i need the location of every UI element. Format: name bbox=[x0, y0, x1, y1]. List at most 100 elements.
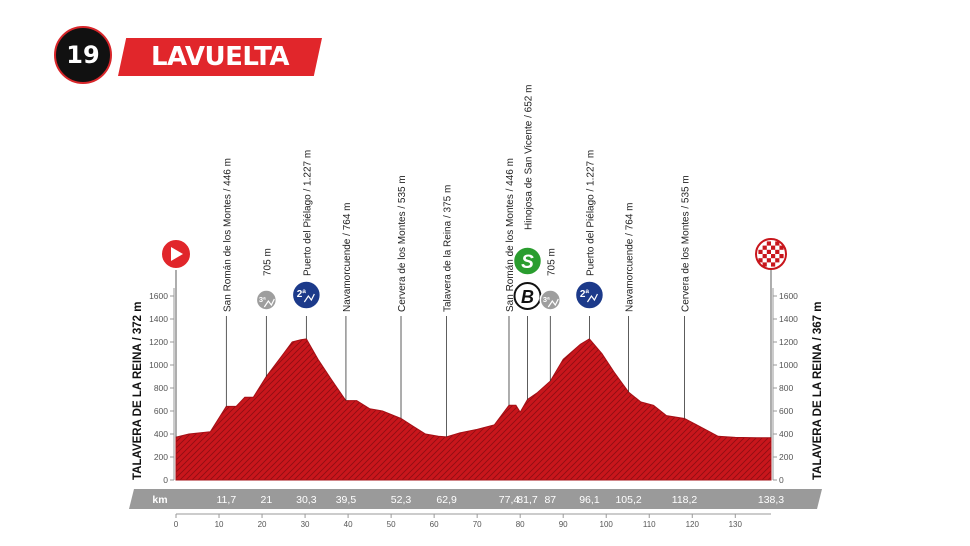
y-tick-label-left: 0 bbox=[163, 475, 168, 485]
y-tick-label-left: 200 bbox=[154, 452, 168, 462]
mountain-icon bbox=[303, 293, 315, 303]
x-tick-label: 50 bbox=[387, 520, 396, 529]
climb-category-label: 3ª bbox=[543, 295, 550, 304]
checkered-flag-icon bbox=[766, 249, 771, 254]
x-tick-label: 30 bbox=[301, 520, 310, 529]
y-tick-label-left: 400 bbox=[154, 429, 168, 439]
y-tick-label-right: 400 bbox=[779, 429, 793, 439]
waypoint-label: Puerto del Piélago / 1.227 m bbox=[585, 150, 596, 276]
checkered-flag-icon bbox=[766, 258, 771, 263]
km-bar-background bbox=[129, 489, 822, 509]
x-tick-label: 10 bbox=[215, 520, 224, 529]
x-tick-label: 70 bbox=[473, 520, 482, 529]
x-axis: 0 10 20 30 40 50 60 70 80 90 100 110 120 130 bbox=[174, 513, 771, 529]
checkered-flag-icon bbox=[775, 249, 780, 254]
elevation-profile-area bbox=[175, 338, 772, 481]
waypoint-label: San Román de los Montes / 446 m bbox=[222, 158, 233, 312]
checkered-flag-icon bbox=[771, 262, 776, 267]
km-marker-label: 118,2 bbox=[672, 494, 698, 506]
x-tick-label: 90 bbox=[559, 520, 568, 529]
checkered-flag-icon bbox=[771, 254, 776, 259]
x-tick-label: 20 bbox=[258, 520, 267, 529]
km-marker-label: 11,7 bbox=[217, 494, 237, 506]
km-marker-label: 52,3 bbox=[391, 494, 412, 506]
waypoint-label: Hinojosa de San Vicente / 652 m bbox=[523, 85, 534, 230]
waypoint-label: Navamorcuende / 764 m bbox=[625, 202, 636, 312]
km-marker-label: 39,5 bbox=[336, 494, 357, 506]
play-icon bbox=[171, 247, 183, 261]
checkered-flag-icon bbox=[758, 258, 763, 263]
mountain-icon bbox=[263, 298, 275, 308]
y-tick-label-left: 1600 bbox=[149, 291, 168, 301]
y-tick-label-right: 1400 bbox=[779, 314, 798, 324]
y-tick-label-right: 1200 bbox=[779, 337, 798, 347]
km-marker-label: 105,2 bbox=[615, 494, 641, 506]
sprint-badge bbox=[512, 246, 543, 276]
waypoint-label: San Román de los Montes / 446 m bbox=[505, 158, 516, 312]
y-tick-label-right: 1600 bbox=[779, 291, 798, 301]
checkered-flag-icon bbox=[775, 241, 780, 246]
climb-category-label: 2ª bbox=[297, 289, 307, 300]
x-tick-label: 0 bbox=[174, 520, 179, 529]
x-tick-label: 60 bbox=[430, 520, 439, 529]
y-tick-label-right: 0 bbox=[779, 475, 784, 485]
waypoints: San Román de los Montes / 446 m 705 m Puer… bbox=[222, 85, 692, 437]
km-bar-unit: km bbox=[152, 494, 167, 506]
waypoint-label: 705 m bbox=[262, 248, 273, 276]
waypoint-label: Talavera de la Reina / 375 m bbox=[443, 185, 454, 312]
y-tick-label-left: 1200 bbox=[149, 337, 168, 347]
bonus-label: B bbox=[521, 287, 534, 307]
sprint-label: S bbox=[521, 252, 534, 273]
y-tick-label-left: 1000 bbox=[149, 360, 168, 370]
x-tick-label: 130 bbox=[729, 520, 743, 529]
badges: 3ª 2ª SB 3ª 2ª bbox=[160, 238, 787, 438]
start-town-label: TALAVERA DE LA REINA / 372 m bbox=[132, 302, 144, 481]
y-tick-label-left: 800 bbox=[154, 383, 168, 393]
checkered-flag-icon bbox=[762, 262, 767, 267]
x-tick-label: 80 bbox=[516, 520, 525, 529]
x-tick-label: 110 bbox=[643, 520, 656, 529]
checkered-flag-icon bbox=[779, 254, 784, 259]
y-tick-label-left: 600 bbox=[154, 406, 168, 416]
waypoint-label: Cervera de los Montes / 535 m bbox=[681, 175, 692, 312]
km-marker-label: 21 bbox=[261, 494, 273, 506]
x-tick-label: 120 bbox=[686, 520, 700, 529]
waypoint-label: Cervera de los Montes / 535 m bbox=[397, 175, 408, 312]
climb-category-badge bbox=[574, 280, 605, 310]
climb-category-badge bbox=[291, 280, 322, 310]
y-tick-label-right: 800 bbox=[779, 383, 793, 393]
y-tick-label-left: 1400 bbox=[149, 314, 168, 324]
stage-number-badge: 19 bbox=[54, 26, 112, 84]
mountain-icon bbox=[586, 293, 598, 303]
km-marker-label: 138,3 bbox=[758, 494, 784, 506]
y-tick-label-right: 1000 bbox=[779, 360, 798, 370]
km-marker-label: 77,4 bbox=[499, 494, 520, 506]
km-marker-label: 96,1 bbox=[579, 494, 600, 506]
checkered-flag-icon bbox=[775, 258, 780, 263]
waypoint-label: Navamorcuende / 764 m bbox=[342, 202, 353, 312]
km-bar: km 11,7 21 30,3 39,5 52,3 62,9 77,481,7 87 96,1 10… bbox=[129, 489, 822, 509]
y-tick-label-right: 200 bbox=[779, 452, 793, 462]
climb-category-label: 2ª bbox=[580, 289, 590, 300]
checkered-flag-icon bbox=[766, 241, 771, 246]
finish-town-label: TALAVERA DE LA REINA / 367 m bbox=[812, 302, 824, 481]
elevation-axes: 0 0 200 200 400 400 600 600 800 800 1000 1000 1200 12… bbox=[149, 288, 798, 485]
la-vuelta-logo: LAVUELTA bbox=[118, 38, 322, 76]
x-tick-label: 100 bbox=[600, 520, 614, 529]
km-marker-label: 87 bbox=[544, 494, 556, 506]
climb-category-label: 3ª bbox=[259, 295, 266, 304]
waypoint-label: 705 m bbox=[546, 248, 557, 276]
checkered-flag-icon bbox=[758, 249, 763, 254]
checkered-flag-icon bbox=[771, 245, 776, 250]
y-tick-label-right: 600 bbox=[779, 406, 793, 416]
waypoint-label: Puerto del Piélago / 1.227 m bbox=[302, 150, 313, 276]
checkered-flag-icon bbox=[779, 245, 784, 250]
km-marker-label: 62,9 bbox=[436, 494, 457, 506]
mountain-icon bbox=[547, 298, 559, 308]
x-tick-label: 40 bbox=[344, 520, 353, 529]
km-marker-label: 81,7 bbox=[517, 494, 538, 506]
checkered-flag-icon bbox=[762, 254, 767, 259]
km-marker-label: 30,3 bbox=[296, 494, 317, 506]
checkered-flag-icon bbox=[762, 245, 767, 250]
